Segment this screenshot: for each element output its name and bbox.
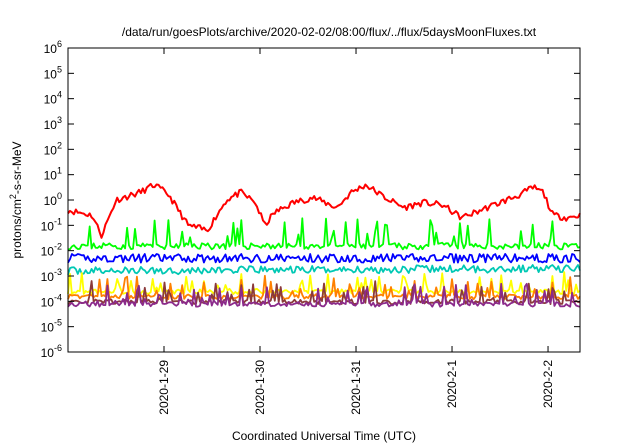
- series-line: [67, 217, 581, 251]
- series-line: [67, 282, 581, 308]
- x-axis-label: Coordinated Universal Time (UTC): [232, 429, 416, 443]
- series-line: [67, 280, 581, 306]
- x-tick-label: 2020-2-1: [445, 360, 459, 408]
- y-tick-label: 105: [44, 64, 62, 81]
- y-tick-label: 100: [44, 191, 62, 208]
- y-tick-label: 10-2: [41, 242, 62, 259]
- y-tick-label: 10-6: [41, 343, 62, 360]
- y-tick-label: 10-5: [41, 318, 62, 335]
- series-line: [67, 274, 581, 301]
- series-line: [67, 252, 581, 264]
- series-line: [67, 182, 581, 239]
- chart-title: /data/run/goesPlots/archive/2020-02-02/0…: [122, 25, 537, 39]
- y-axis-label-rest: -s-sr-MeV: [10, 141, 24, 194]
- y-axis-label-main: protons/cm: [10, 199, 24, 258]
- y-axis-label-sup: 2: [8, 194, 18, 199]
- y-tick-label: 10-4: [41, 292, 62, 309]
- y-tick-label: 103: [44, 115, 62, 132]
- y-tick-label: 10-3: [41, 267, 62, 284]
- series-line: [67, 271, 581, 295]
- x-axis-ticks: 2020-1-29 2020-1-30 2020-1-31 2020-2-1 2020-…: [157, 48, 555, 415]
- y-tick-label: 10-1: [41, 216, 62, 233]
- y-tick-label: 102: [44, 140, 62, 157]
- x-tick-label: 2020-1-30: [253, 360, 267, 415]
- series-line: [67, 264, 581, 276]
- series-layer: [67, 182, 581, 308]
- y-axis-label: protons/cm2-s-sr-MeV: [8, 141, 24, 258]
- x-tick-label: 2020-1-29: [157, 360, 171, 415]
- x-tick-label: 2020-1-31: [349, 360, 363, 415]
- y-axis-ticks: 106 105 104 103 102 101 100 10-1 10-2 10-3 10-4 10-…: [41, 39, 580, 360]
- y-tick-label: 104: [44, 90, 62, 107]
- x-tick-label: 2020-2-2: [541, 360, 555, 408]
- y-tick-label: 106: [44, 39, 62, 56]
- y-tick-label: 101: [44, 166, 62, 183]
